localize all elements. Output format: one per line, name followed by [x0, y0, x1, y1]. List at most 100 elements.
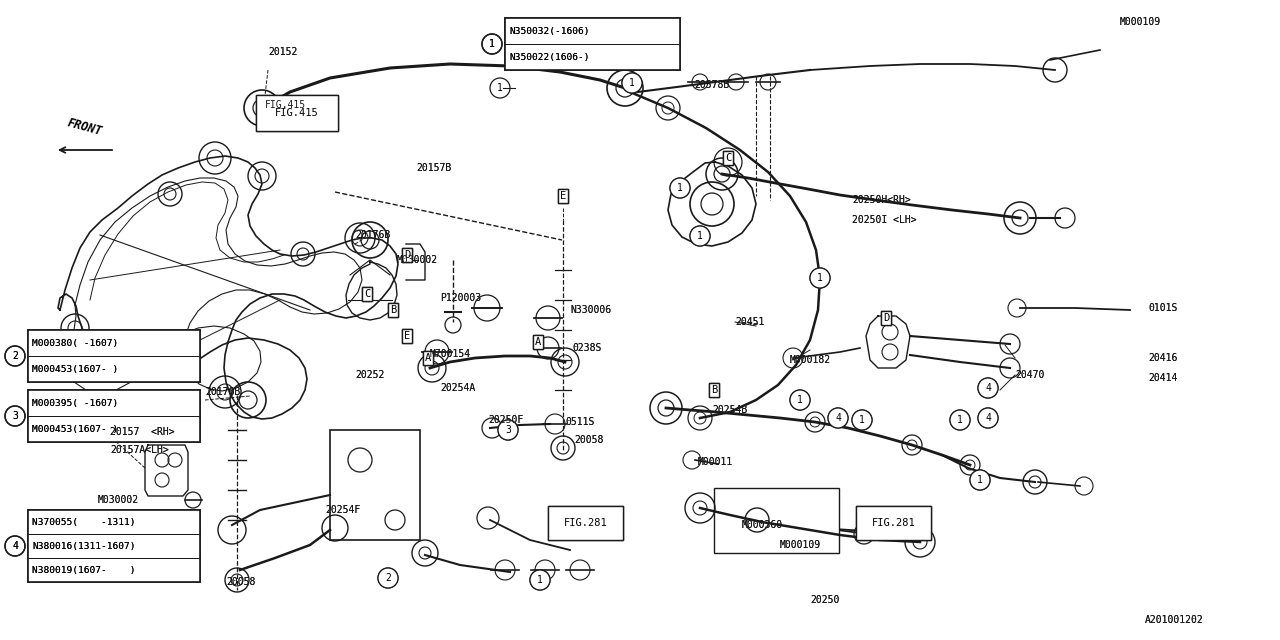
Text: B: B [710, 385, 717, 395]
Text: N350022(1606-): N350022(1606-) [509, 52, 590, 61]
Text: FIG.415: FIG.415 [265, 100, 306, 110]
Text: M000360: M000360 [742, 520, 783, 530]
Text: 4: 4 [986, 413, 991, 423]
Text: 4: 4 [986, 383, 991, 393]
Text: 4: 4 [835, 413, 841, 423]
Text: N370055(    -1311): N370055( -1311) [32, 518, 136, 527]
Circle shape [622, 73, 643, 93]
Text: M00011: M00011 [698, 457, 733, 467]
Text: 3: 3 [12, 411, 18, 421]
Text: 1: 1 [628, 78, 635, 88]
Text: FIG.281: FIG.281 [872, 518, 915, 528]
Text: 1: 1 [817, 273, 823, 283]
Text: 4: 4 [835, 413, 841, 423]
Text: M000360: M000360 [742, 520, 783, 530]
Text: 20058: 20058 [227, 577, 256, 587]
Text: FIG.281: FIG.281 [563, 518, 608, 528]
Text: 20470: 20470 [1015, 370, 1044, 380]
Text: 20250: 20250 [810, 595, 840, 605]
Text: 1: 1 [698, 231, 703, 241]
Text: C: C [364, 289, 370, 299]
Bar [506, 18, 680, 70]
Bar [856, 506, 931, 540]
Text: N330006: N330006 [570, 305, 611, 315]
Text: 3: 3 [12, 411, 18, 421]
Text: 20414: 20414 [1148, 373, 1178, 383]
Text: 2: 2 [12, 351, 18, 361]
Text: 20250F: 20250F [488, 415, 524, 425]
Text: 2: 2 [385, 573, 390, 583]
Bar [330, 430, 420, 540]
Bar [714, 488, 838, 553]
Bar [506, 18, 680, 70]
Text: M000395( -1607): M000395( -1607) [32, 399, 118, 408]
Text: N350022(1606-): N350022(1606-) [509, 52, 590, 61]
Text: 1: 1 [489, 39, 495, 49]
Text: N350032(-1606): N350032(-1606) [509, 26, 590, 35]
Text: D: D [404, 250, 410, 260]
Circle shape [828, 408, 849, 428]
Bar [28, 510, 200, 582]
Text: B: B [390, 305, 396, 315]
Text: 1: 1 [977, 475, 983, 485]
Text: 3: 3 [506, 425, 511, 435]
Text: 20470: 20470 [1015, 370, 1044, 380]
Text: M700154: M700154 [430, 349, 471, 359]
Text: 20414: 20414 [1148, 373, 1178, 383]
Text: 0238S: 0238S [572, 343, 602, 353]
Text: N370055(    -1311): N370055( -1311) [32, 518, 136, 527]
Text: 1: 1 [698, 231, 703, 241]
Text: FIG.415: FIG.415 [275, 108, 319, 118]
Text: M000453(1607- ): M000453(1607- ) [32, 424, 118, 433]
Circle shape [852, 410, 872, 430]
Text: 20157B: 20157B [416, 163, 452, 173]
Circle shape [978, 378, 998, 398]
Text: 0511S: 0511S [564, 417, 594, 427]
Text: 1: 1 [538, 575, 543, 585]
Text: FRONT: FRONT [67, 116, 104, 138]
Text: 20578B: 20578B [694, 80, 730, 90]
Text: 20254A: 20254A [440, 383, 475, 393]
Text: 0238S: 0238S [572, 343, 602, 353]
Text: 1: 1 [538, 575, 543, 585]
Text: C: C [724, 153, 731, 163]
Text: 20157A<LH>: 20157A<LH> [110, 445, 169, 455]
Text: M00011: M00011 [698, 457, 733, 467]
Circle shape [978, 408, 998, 428]
Text: 20176B: 20176B [355, 230, 390, 240]
Text: 1: 1 [797, 395, 803, 405]
Text: E: E [559, 191, 566, 201]
Text: 1: 1 [497, 83, 503, 93]
Text: N380016(1311-1607): N380016(1311-1607) [32, 541, 136, 550]
Text: 4: 4 [986, 413, 991, 423]
Circle shape [810, 268, 829, 288]
Text: M000109: M000109 [1120, 17, 1161, 27]
Text: 20058: 20058 [227, 577, 256, 587]
Text: FIG.281: FIG.281 [872, 518, 915, 528]
Text: N380019(1607-    ): N380019(1607- ) [32, 566, 136, 575]
Text: 20451: 20451 [735, 317, 764, 327]
Circle shape [690, 226, 710, 246]
Circle shape [378, 568, 398, 588]
Text: 20250: 20250 [810, 595, 840, 605]
Text: A: A [425, 353, 431, 363]
Text: N350032(-1606): N350032(-1606) [509, 26, 590, 35]
Text: 20254F: 20254F [325, 505, 360, 515]
Text: 20176B: 20176B [205, 387, 241, 397]
Text: 20176B: 20176B [355, 230, 390, 240]
Text: 20254A: 20254A [440, 383, 475, 393]
Text: M000453(1607- ): M000453(1607- ) [32, 365, 118, 374]
Text: 4: 4 [12, 541, 18, 551]
Text: C: C [724, 153, 731, 163]
Bar [548, 506, 623, 540]
Bar [856, 506, 931, 540]
Text: 1: 1 [489, 39, 495, 49]
Circle shape [790, 390, 810, 410]
Text: E: E [404, 331, 410, 341]
Text: D: D [404, 250, 410, 260]
Text: 20416: 20416 [1148, 353, 1178, 363]
Text: 1: 1 [677, 183, 684, 193]
Text: 20157A<LH>: 20157A<LH> [110, 445, 169, 455]
Text: FIG.281: FIG.281 [563, 518, 608, 528]
Text: 1: 1 [957, 415, 963, 425]
